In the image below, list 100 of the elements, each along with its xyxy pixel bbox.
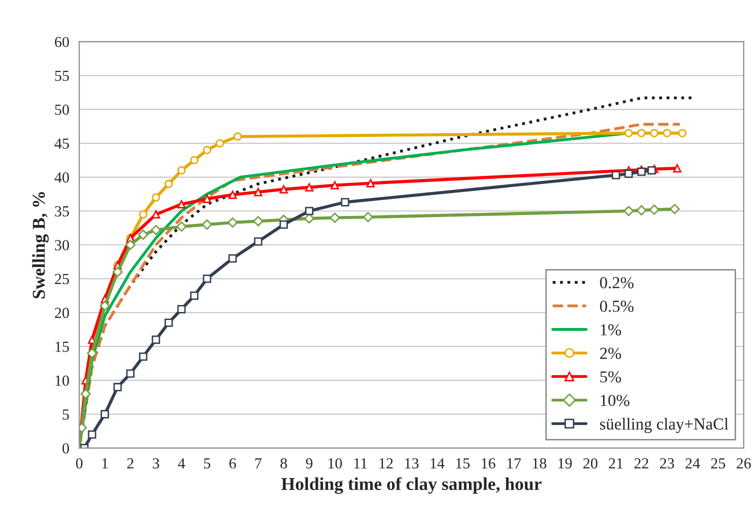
legend-label: 5%: [600, 371, 622, 383]
point: [113, 382, 122, 392]
x-tick-label: 16: [482, 458, 496, 469]
legend-label: süelling clay+NaCl: [600, 418, 728, 434]
point: [305, 183, 314, 192]
point: [330, 181, 339, 190]
point: [612, 170, 620, 180]
point: [366, 179, 375, 188]
x-tick-label: 8: [280, 458, 287, 469]
y-tick-label: 15: [56, 342, 69, 352]
x-tick-label: 13: [405, 458, 419, 469]
x-tick-label: 5: [204, 458, 210, 469]
point: [637, 168, 646, 176]
point: [280, 185, 288, 194]
x-tick-label: 23: [660, 458, 674, 469]
point: [662, 128, 672, 138]
x-tick-label: 2: [127, 458, 134, 468]
legend-label: 0.5%: [600, 300, 634, 312]
point: [216, 139, 224, 148]
x-tick-label: 12: [380, 458, 393, 468]
x-tick-label: 19: [558, 458, 572, 469]
point: [138, 210, 148, 219]
point: [202, 274, 212, 283]
point: [254, 188, 262, 196]
y-tick-label: 55: [55, 70, 69, 81]
point: [280, 220, 288, 229]
point: [202, 146, 212, 154]
point: [624, 170, 633, 178]
point: [150, 224, 162, 236]
x-tick-label: 18: [532, 458, 546, 469]
x-tick-label: 3: [152, 458, 160, 469]
point: [637, 128, 646, 138]
point: [100, 410, 109, 418]
point: [126, 369, 135, 378]
point: [254, 237, 262, 246]
point: [177, 200, 186, 208]
point: [678, 128, 687, 138]
y-tick-label: 5: [62, 409, 69, 420]
point: [176, 221, 187, 232]
point: [330, 212, 340, 223]
point: [649, 204, 660, 215]
legend-label: 2%: [600, 348, 622, 360]
x-tick-label: 9: [306, 458, 312, 469]
point: [340, 198, 350, 206]
x-tick-label: 24: [686, 458, 700, 468]
x-tick-label: 15: [456, 458, 470, 469]
point: [670, 204, 680, 214]
point: [227, 217, 238, 228]
point: [177, 166, 186, 175]
x-tick-label: 0: [76, 458, 83, 469]
y-tick-label: 60: [54, 36, 69, 48]
x-tick-label: 1: [102, 458, 108, 468]
point: [202, 219, 212, 230]
y-tick-label: 0: [62, 443, 69, 454]
point: [636, 205, 647, 216]
x-tick-label: 25: [711, 458, 726, 469]
point: [228, 254, 237, 263]
point: [190, 156, 198, 164]
y-tick-label: 20: [54, 308, 69, 318]
point: [305, 206, 314, 216]
x-tick-label: 6: [229, 458, 236, 469]
point: [234, 132, 242, 141]
x-tick-label: 14: [430, 458, 444, 468]
y-tick-label: 45: [54, 138, 69, 149]
x-tick-label: 26: [736, 458, 751, 469]
point: [138, 230, 148, 240]
x-tick-label: 10: [328, 458, 342, 469]
y-tick-label: 50: [55, 104, 69, 115]
y-tick-label: 10: [56, 375, 69, 386]
point: [152, 193, 160, 202]
point: [112, 266, 123, 278]
x-axis-title: Holding time of clay sample, hour: [281, 477, 542, 494]
y-tick-label: 25: [54, 274, 69, 284]
point: [202, 194, 212, 203]
y-tick-label: 30: [55, 240, 69, 250]
point: [190, 292, 198, 300]
point: [152, 210, 160, 219]
point: [138, 352, 148, 361]
point: [624, 128, 633, 138]
x-tick-label: 11: [354, 458, 367, 468]
x-tick-label: 17: [507, 458, 521, 468]
point: [673, 164, 682, 172]
point: [125, 240, 136, 250]
point: [648, 166, 656, 175]
point: [253, 216, 264, 226]
y-tick-label: 40: [54, 172, 69, 183]
legend-label: 10%: [600, 394, 630, 406]
point: [164, 318, 173, 327]
point: [362, 212, 374, 222]
y-tick-label: 35: [55, 206, 69, 216]
x-tick-label: 7: [255, 458, 262, 468]
x-tick-label: 21: [608, 458, 623, 468]
point: [164, 180, 173, 188]
y-axis-title: Swelling B, %: [32, 192, 49, 298]
legend-label: 1%: [600, 324, 622, 336]
legend-label: 0.2%: [600, 277, 634, 288]
point: [228, 190, 237, 199]
x-tick-label: 4: [178, 458, 186, 468]
x-tick-label: 22: [634, 458, 648, 468]
point: [624, 206, 634, 216]
